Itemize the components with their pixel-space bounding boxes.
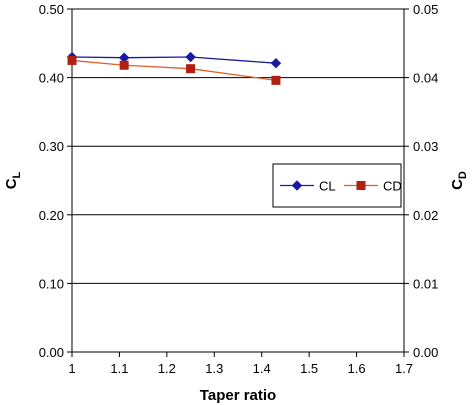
x-tick-label: 1.7 <box>395 361 413 376</box>
y-right-tick-label: 0.05 <box>413 2 438 17</box>
y-axis-right-title-sub: D <box>457 171 469 179</box>
data-point-cl <box>185 51 196 63</box>
y-axis-right-title: CD <box>449 171 469 190</box>
y-axis-left-title: CL <box>3 171 23 189</box>
y-left-tick-label: 0.50 <box>39 2 64 17</box>
y-axis-right-ticks: 0.00 0.01 0.02 0.03 0.04 0.05 <box>404 2 438 360</box>
x-axis-ticks: 1 1.1 1.2 1.3 1.4 1.5 1.6 1.7 <box>68 352 413 376</box>
series-line-cl <box>71 56 276 64</box>
y-axis-left-title-sub: L <box>11 171 23 178</box>
y-right-tick-label: 0.02 <box>413 208 438 223</box>
series-cl <box>66 51 282 69</box>
y-axis-left-title-main: C <box>3 178 20 189</box>
y-right-tick-label: 0.03 <box>413 139 438 154</box>
y-left-tick-label: 0.30 <box>39 139 64 154</box>
grid-lines <box>72 77 404 284</box>
series-layer <box>66 51 282 85</box>
legend-entry-cd: CD <box>344 179 402 194</box>
data-point-cd <box>271 75 281 85</box>
legend-swatch-marker <box>356 181 366 190</box>
x-tick-label: 1.3 <box>205 361 223 376</box>
x-tick-label: 1.5 <box>300 361 318 376</box>
y-right-tick-label: 0.01 <box>413 276 438 291</box>
y-axis-right-title-main: C <box>449 179 466 190</box>
x-tick-label: 1.4 <box>253 361 271 376</box>
y-left-tick-label: 0.20 <box>39 208 64 223</box>
x-tick-label: 1.6 <box>348 361 366 376</box>
data-point-cd <box>186 64 196 74</box>
data-point-cd <box>67 55 77 65</box>
y-right-tick-label: 0.04 <box>413 71 438 86</box>
y-right-tick-label: 0.00 <box>413 345 438 360</box>
legend-entry-cl: CL <box>280 179 336 194</box>
y-left-tick-label: 0.10 <box>39 276 64 291</box>
series-cd <box>67 55 281 85</box>
legend-swatch-marker <box>291 180 303 191</box>
plot-frame <box>71 8 405 353</box>
legend-label-cl: CL <box>319 179 336 194</box>
data-point-cd <box>119 60 129 70</box>
y-left-tick-label: 0.40 <box>39 71 64 86</box>
legend: CL CD <box>272 163 402 208</box>
legend-label-cd: CD <box>383 179 402 194</box>
series-line-cd <box>71 59 277 81</box>
x-tick-label: 1.2 <box>158 361 176 376</box>
x-tick-label: 1 <box>68 361 75 376</box>
data-point-cl <box>270 57 282 69</box>
x-tick-label: 1.1 <box>110 361 128 376</box>
y-left-tick-label: 0.00 <box>39 345 64 360</box>
y-axis-left-ticks: 0.00 0.10 0.20 0.30 0.40 0.50 <box>39 2 72 360</box>
x-axis-title: Taper ratio <box>200 387 276 404</box>
